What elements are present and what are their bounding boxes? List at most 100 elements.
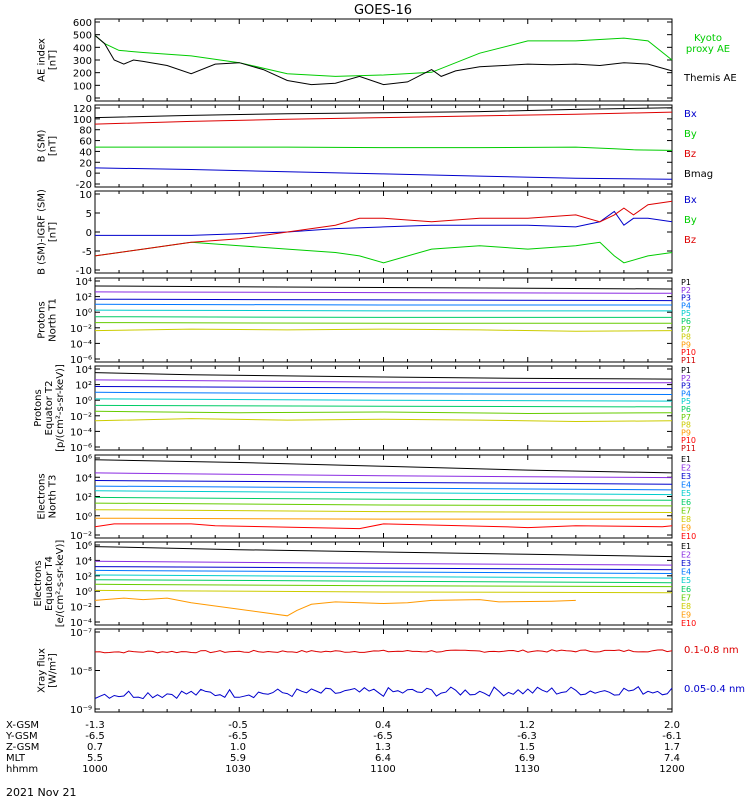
channel-label: P3 (681, 382, 691, 391)
y-tick-label: 10⁰ (75, 308, 92, 319)
legend-entry: Bx (684, 109, 697, 120)
orbit-row-label: MLT (6, 753, 26, 764)
channel-label: E10 (681, 619, 696, 628)
y-tick-label: 10⁻⁴ (70, 618, 92, 629)
channel-label: P6 (681, 317, 691, 326)
channel-label: P1 (681, 278, 691, 287)
series-line-by (95, 146, 673, 151)
orbit-value: 1.2 (519, 720, 535, 731)
orbit-value: 1030 (225, 764, 250, 775)
orbit-value: 1.5 (519, 742, 535, 753)
y-tick-label: 10⁻⁹ (70, 705, 92, 716)
y-tick-label: 200 (73, 69, 92, 80)
y-tick-label: 10² (75, 293, 92, 304)
y-tick-label: 10⁻⁴ (70, 339, 92, 350)
y-tick-label: 10⁴ (75, 277, 92, 288)
series-line-kyoto-proxy-ae (94, 35, 673, 77)
series-line-bz (94, 200, 673, 257)
channel-label: E1 (681, 455, 691, 464)
series-line-p4 (94, 391, 673, 395)
y-axis-label: Protons (33, 389, 44, 426)
y-tick-label: 10⁰ (75, 512, 92, 523)
orbit-value: 6.4 (375, 753, 391, 764)
series-line-e1 (94, 546, 673, 558)
channel-label: P11 (681, 444, 696, 453)
y-tick-label: 40 (79, 147, 92, 158)
y-tick-label: -10 (76, 266, 92, 277)
channel-label: E10 (681, 532, 696, 541)
channel-label: E8 (681, 515, 691, 524)
orbit-value: 5.5 (87, 753, 103, 764)
series-line-e3 (94, 480, 673, 485)
series-line-e10 (94, 523, 673, 530)
y-axis-label: [nT] (48, 222, 59, 242)
orbit-value: -6.3 (517, 731, 537, 742)
orbit-value: 1200 (659, 764, 684, 775)
series-line-p2 (94, 379, 673, 384)
legend-entry: 0.1-0.8 nm (684, 645, 739, 656)
series-line-e2 (94, 560, 673, 566)
orbit-value: 0.4 (375, 720, 391, 731)
channel-label: P5 (681, 397, 691, 406)
y-tick-label: 100 (73, 81, 92, 92)
series-line-e9 (94, 597, 576, 617)
y-axis-label: North T3 (48, 475, 59, 519)
panel-pt1: 10⁴ 10² 10⁰ 10⁻² 10⁻⁴ 10⁻⁶ Protons North T1 P1P2… (37, 277, 697, 366)
series-line-p3 (94, 386, 673, 390)
series-line-p7 (94, 410, 673, 415)
series-line-p3 (94, 298, 673, 302)
panel-frame (94, 628, 673, 713)
channel-label: P2 (681, 374, 691, 383)
channel-label: E4 (681, 481, 691, 490)
series-line-p1 (94, 372, 673, 380)
series-line-e1 (94, 459, 673, 474)
y-tick-label: -20 (76, 180, 92, 191)
channel-label: P7 (681, 325, 691, 334)
series-line-p5 (94, 309, 672, 312)
series-line-e3 (94, 566, 673, 571)
orbit-value: -6.5 (228, 731, 248, 742)
y-tick-label: 10⁻² (70, 531, 92, 542)
legend-entry: Kyoto (694, 33, 722, 44)
y-axis-label: [p/(cm²-s-sr-keV)] (55, 364, 66, 452)
orbit-value: 1.0 (230, 742, 246, 753)
panel-frame (94, 277, 673, 363)
panel-frame (94, 541, 673, 626)
y-tick-label: 10² (75, 572, 92, 583)
y-tick-label: 10⁰ (75, 396, 92, 407)
legend-entry: Bmag (684, 169, 713, 180)
channel-label: E5 (681, 576, 691, 585)
orbit-row-label: Y-GSM (5, 731, 38, 742)
y-tick-label: 10⁻⁶ (70, 443, 92, 454)
y-tick-label: 300 (73, 56, 92, 67)
orbit-value: 6.9 (519, 753, 535, 764)
series-line-e8 (94, 509, 673, 513)
channel-label: P8 (681, 421, 691, 430)
panel-et4: 10⁶ 10⁴ 10² 10⁰ 10⁻² 10⁻⁴ Electrons Equator T4[… (33, 540, 696, 629)
legend-entry: Bx (684, 195, 697, 206)
series-line-by (94, 241, 673, 264)
y-axis-label: Electrons (37, 473, 48, 519)
channel-label: E3 (681, 472, 691, 481)
channel-label: E2 (681, 551, 691, 560)
orbit-value: 1130 (514, 764, 539, 775)
panel-frame (94, 190, 673, 274)
y-axis-label: [e/(cm²-s-sr-keV)] (55, 540, 66, 628)
series-line-e8 (94, 589, 673, 594)
orbit-value: -0.5 (228, 720, 248, 731)
panel-frame (94, 18, 673, 102)
y-tick-label: 10⁴ (75, 556, 92, 567)
orbit-value: -1.3 (85, 720, 105, 731)
channel-label: P10 (681, 436, 696, 445)
channel-label: P9 (681, 340, 691, 349)
series-line-p7 (94, 322, 672, 324)
y-tick-label: 20 (79, 158, 92, 169)
y-tick-label: 600 (73, 18, 92, 29)
channel-label: E8 (681, 602, 691, 611)
y-tick-label: 10⁻² (70, 603, 92, 614)
channel-label: E6 (681, 498, 691, 507)
y-tick-label: -5 (82, 247, 92, 258)
